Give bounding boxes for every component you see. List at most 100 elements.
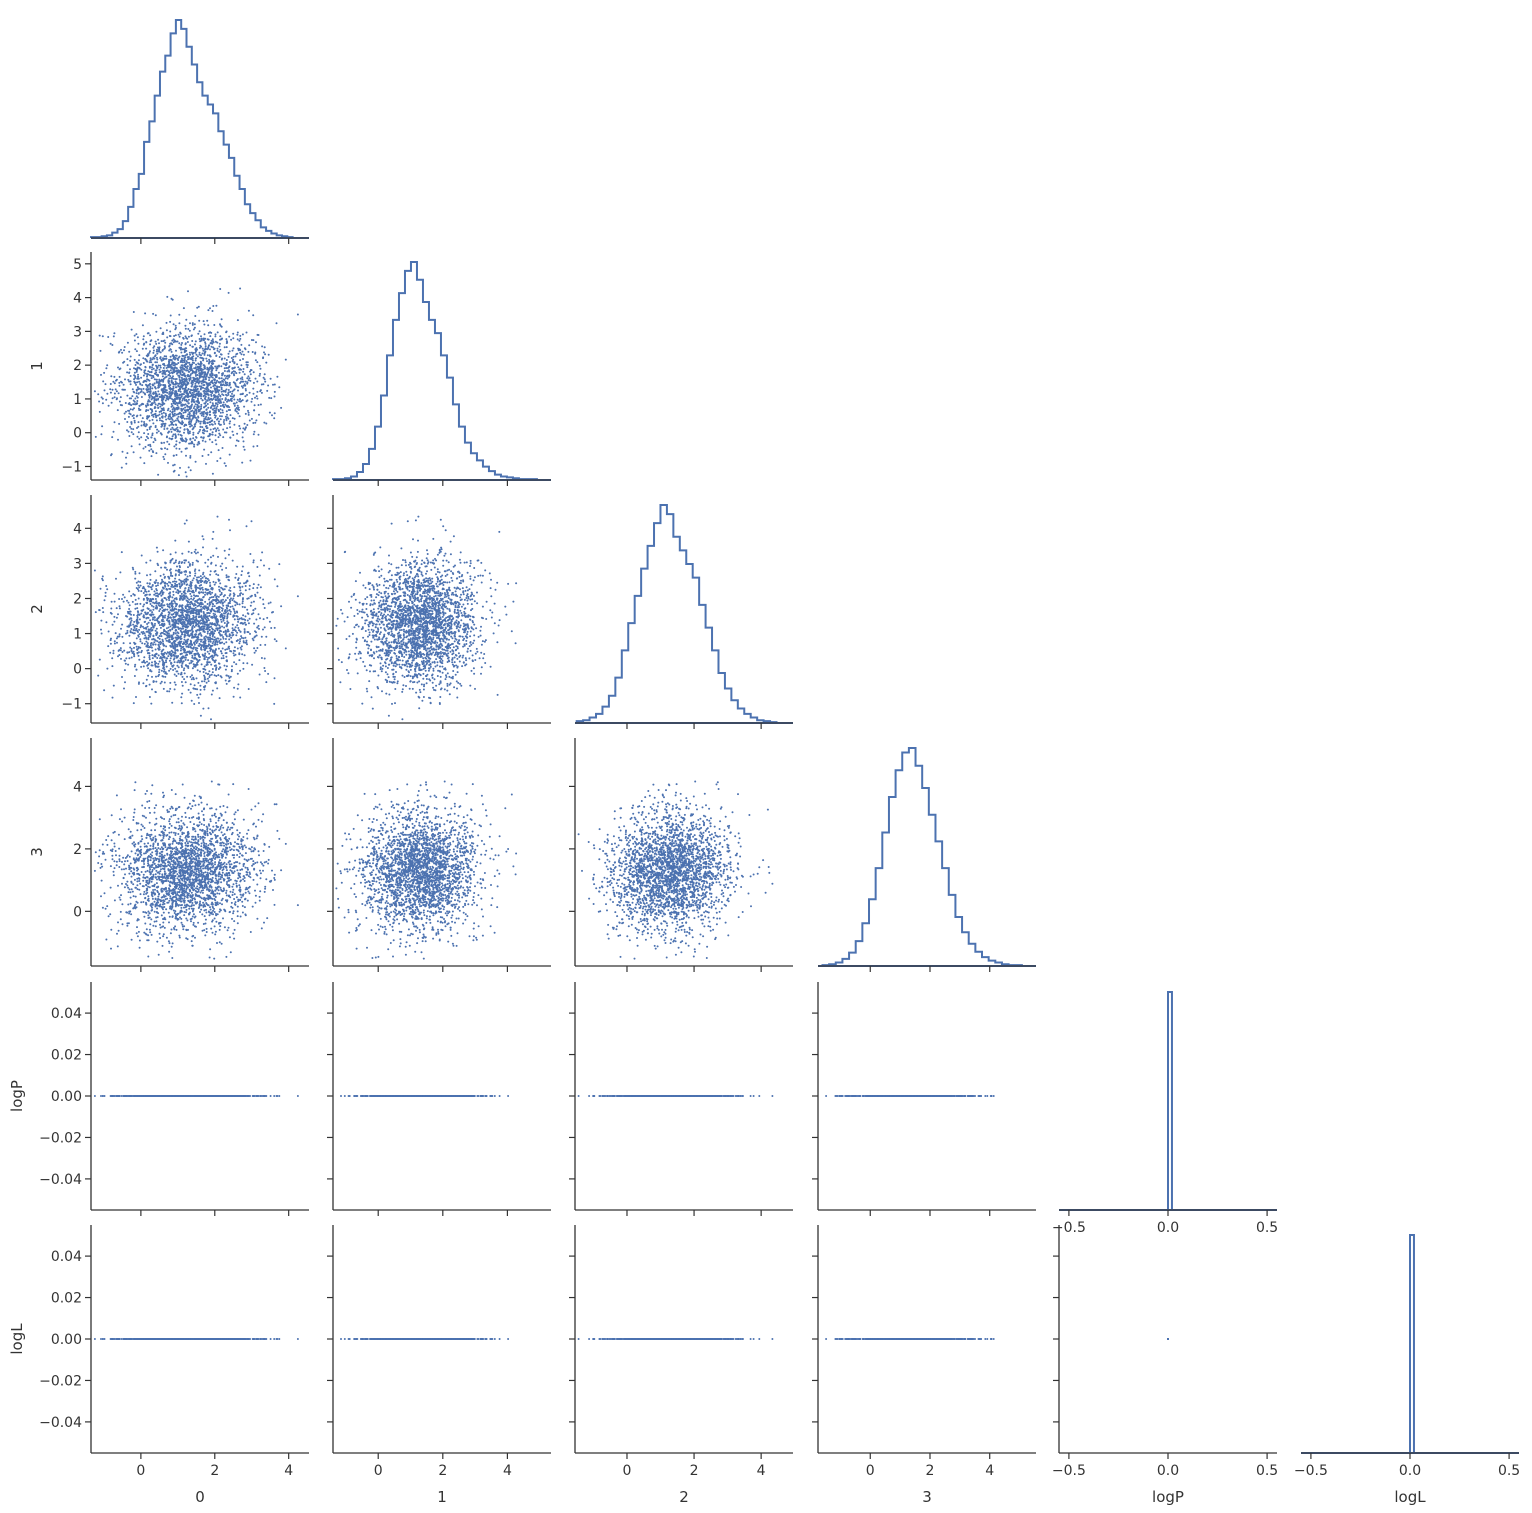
- scatter-point: [241, 333, 244, 336]
- scatter-point: [118, 598, 121, 600]
- scatter-point: [254, 649, 257, 652]
- scatter-point: [203, 448, 206, 451]
- scatter-point: [228, 406, 231, 409]
- scatter-point: [171, 423, 173, 426]
- scatter-point: [185, 360, 188, 363]
- scatter-point: [185, 349, 188, 352]
- scatter-point: [94, 435, 97, 438]
- scatter-point: [171, 643, 174, 646]
- scatter-point: [223, 431, 226, 434]
- scatter-point: [213, 605, 216, 608]
- scatter-point: [121, 598, 123, 600]
- scatter-point: [200, 640, 202, 643]
- scatter-point: [231, 605, 234, 608]
- scatter-point: [219, 434, 222, 437]
- scatter-point: [152, 415, 155, 418]
- scatter-point: [243, 628, 246, 631]
- scatter-point: [165, 598, 168, 601]
- scatter-point: [217, 637, 220, 640]
- scatter-point: [231, 634, 234, 637]
- scatter-point: [165, 321, 168, 324]
- scatter-point: [211, 404, 214, 407]
- scatter-point: [171, 339, 174, 342]
- scatter-point: [219, 634, 222, 637]
- scatter-point: [144, 365, 147, 368]
- scatter-point: [137, 342, 140, 345]
- scatter-point: [194, 616, 197, 619]
- scatter-point: [209, 421, 212, 424]
- scatter-point: [163, 441, 166, 444]
- scatter-point: [213, 407, 216, 410]
- scatter-point: [219, 411, 222, 414]
- scatter-point: [238, 653, 241, 656]
- scatter-point: [212, 628, 214, 631]
- scatter-point: [158, 410, 161, 413]
- scatter-point: [136, 652, 139, 655]
- scatter-point: [146, 391, 149, 394]
- scatter-point: [241, 350, 244, 353]
- scatter-point: [207, 324, 210, 327]
- scatter-point: [231, 559, 234, 562]
- scatter-point: [254, 595, 257, 598]
- scatter-point: [158, 641, 160, 644]
- scatter-point: [178, 441, 181, 444]
- scatter-point: [109, 388, 112, 391]
- scatter-point: [222, 372, 224, 375]
- scatter-point: [158, 378, 161, 381]
- scatter-point: [252, 339, 255, 342]
- scatter-point: [118, 400, 121, 403]
- scatter-point: [246, 424, 249, 426]
- scatter-point: [172, 377, 175, 380]
- scatter-point: [150, 702, 153, 705]
- scatter-point: [219, 675, 222, 678]
- scatter-point: [219, 423, 222, 426]
- scatter-point: [202, 538, 205, 541]
- scatter-point: [210, 423, 213, 426]
- scatter-point: [199, 344, 202, 347]
- scatter-point: [162, 367, 165, 369]
- scatter-point: [197, 644, 200, 647]
- scatter-point: [214, 390, 217, 393]
- scatter-point: [222, 657, 225, 660]
- scatter-point: [247, 309, 250, 312]
- scatter-point: [146, 649, 149, 652]
- scatter-point: [202, 546, 204, 549]
- scatter-point: [156, 594, 159, 597]
- scatter-point: [273, 383, 276, 386]
- scatter-point: [151, 366, 153, 369]
- scatter-point: [163, 391, 166, 394]
- scatter-point: [203, 581, 206, 584]
- scatter-point: [178, 376, 181, 379]
- scatter-point: [147, 630, 150, 633]
- scatter-point: [220, 630, 222, 633]
- scatter-point: [142, 447, 145, 450]
- scatter-point: [230, 338, 233, 341]
- scatter-point: [187, 290, 189, 293]
- scatter-point: [228, 350, 231, 353]
- scatter-point: [156, 361, 158, 364]
- scatter-point: [212, 530, 215, 533]
- scatter-point: [151, 374, 153, 377]
- scatter-point: [178, 578, 181, 581]
- scatter-point: [236, 338, 239, 341]
- scatter-point: [218, 342, 221, 345]
- scatter-point: [196, 608, 198, 611]
- scatter-point: [121, 651, 124, 653]
- scatter-point: [182, 411, 185, 414]
- scatter-point: [128, 435, 131, 437]
- scatter-point: [123, 596, 126, 599]
- scatter-point: [137, 362, 140, 365]
- scatter-point: [174, 419, 177, 422]
- scatter-point: [191, 400, 193, 402]
- scatter-point: [191, 674, 193, 677]
- scatter-point: [155, 627, 158, 630]
- scatter-point: [218, 585, 220, 588]
- scatter-point: [154, 648, 157, 651]
- scatter-point: [190, 659, 193, 662]
- scatter-point: [172, 633, 175, 636]
- scatter-point: [123, 669, 126, 672]
- scatter-point: [208, 598, 211, 601]
- scatter-point: [154, 340, 157, 343]
- scatter-point: [218, 640, 221, 642]
- scatter-point: [157, 617, 160, 620]
